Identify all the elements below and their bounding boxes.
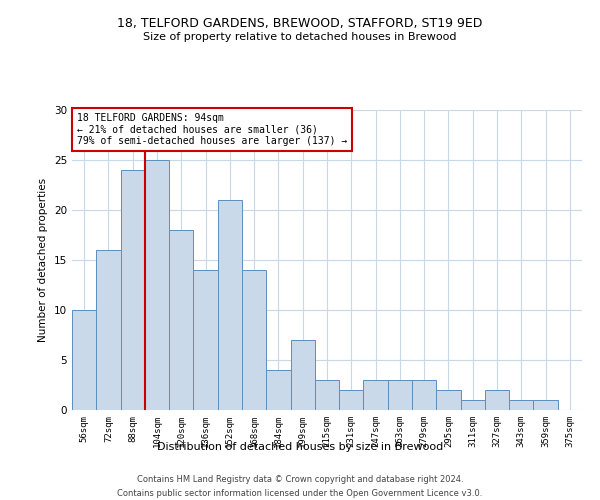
Text: Size of property relative to detached houses in Brewood: Size of property relative to detached ho… — [143, 32, 457, 42]
Text: Contains HM Land Registry data © Crown copyright and database right 2024.
Contai: Contains HM Land Registry data © Crown c… — [118, 476, 482, 498]
Bar — [364, 380, 388, 410]
Text: 18 TELFORD GARDENS: 94sqm
← 21% of detached houses are smaller (36)
79% of semi-: 18 TELFORD GARDENS: 94sqm ← 21% of detac… — [77, 113, 347, 146]
Bar — [145, 160, 169, 410]
Bar — [290, 340, 315, 410]
Bar — [96, 250, 121, 410]
Y-axis label: Number of detached properties: Number of detached properties — [38, 178, 49, 342]
Bar — [315, 380, 339, 410]
Text: 18, TELFORD GARDENS, BREWOOD, STAFFORD, ST19 9ED: 18, TELFORD GARDENS, BREWOOD, STAFFORD, … — [118, 18, 482, 30]
Bar — [218, 200, 242, 410]
Text: Distribution of detached houses by size in Brewood: Distribution of detached houses by size … — [157, 442, 443, 452]
Bar — [266, 370, 290, 410]
Bar — [242, 270, 266, 410]
Bar — [72, 310, 96, 410]
Bar — [121, 170, 145, 410]
Bar — [388, 380, 412, 410]
Bar — [193, 270, 218, 410]
Bar — [485, 390, 509, 410]
Bar — [436, 390, 461, 410]
Bar — [533, 400, 558, 410]
Bar — [339, 390, 364, 410]
Bar — [461, 400, 485, 410]
Bar — [169, 230, 193, 410]
Bar — [412, 380, 436, 410]
Bar — [509, 400, 533, 410]
